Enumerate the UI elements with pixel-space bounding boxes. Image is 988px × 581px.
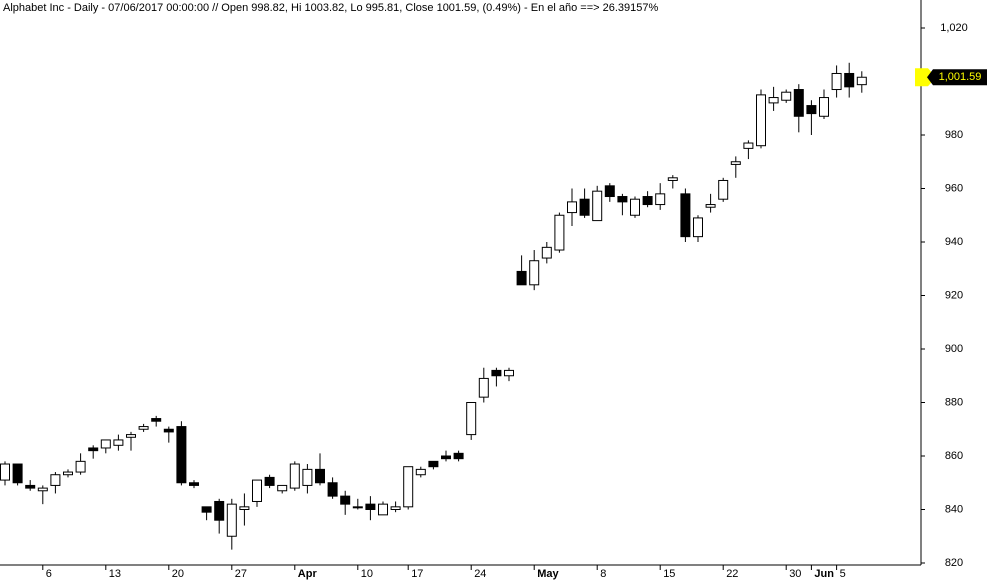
candle-body (176, 426, 187, 484)
candle-body (0, 463, 10, 481)
candle-body (819, 97, 829, 117)
candle-body (579, 198, 590, 216)
candle-body (163, 428, 174, 433)
x-tick-label: 15 (663, 568, 675, 580)
candle-body (793, 89, 804, 117)
candle-body (378, 503, 388, 516)
x-tick-label: 8 (600, 568, 606, 580)
candle-body (327, 482, 338, 497)
candle-body (680, 193, 691, 238)
candle-body (340, 495, 351, 505)
candle-body (441, 455, 451, 460)
candle-body (403, 466, 414, 508)
x-tick-label: 20 (172, 568, 184, 580)
candle-body (592, 190, 603, 222)
candle-body (239, 506, 250, 511)
x-tick-label: Apr (298, 568, 318, 580)
candle-body (756, 94, 766, 147)
candle-body (428, 460, 439, 468)
candle-body (189, 482, 199, 486)
y-tick-label: 860 (945, 450, 963, 462)
candle-body (466, 402, 477, 436)
last-price-box (927, 69, 987, 86)
candle-body (50, 474, 61, 486)
candle-body (730, 161, 741, 165)
candle-body (100, 439, 111, 449)
candle-body (252, 479, 262, 502)
x-tick-label: 10 (361, 568, 373, 580)
candle-body (630, 198, 640, 216)
y-tick-label: 980 (945, 129, 963, 141)
candle-body (352, 506, 363, 509)
candle-body (554, 214, 565, 251)
candle-body (37, 487, 48, 492)
candle-body (781, 91, 792, 101)
x-tick-label: 17 (411, 568, 423, 580)
x-tick-label: Jun (814, 568, 834, 580)
y-tick-label: 960 (945, 182, 963, 194)
last-price-label: 1,001.59 (939, 71, 982, 83)
y-tick-label: 920 (945, 289, 963, 301)
candle-body (844, 72, 855, 88)
candle-body (25, 484, 36, 489)
candle-body (415, 468, 426, 476)
candle-body (491, 369, 502, 377)
candle-body (277, 484, 288, 492)
x-tick-label: May (537, 568, 559, 580)
candle-body (567, 201, 577, 214)
y-tick-label: 940 (945, 236, 963, 248)
candle-body (768, 97, 779, 104)
candle-body (75, 460, 86, 473)
candle-body (289, 463, 300, 489)
candle-body (718, 179, 729, 200)
x-tick-label: 27 (235, 568, 247, 580)
candle-body (478, 377, 489, 398)
chart-title: Alphabet Inc - Daily - 07/06/2017 00:00:… (3, 2, 658, 14)
y-tick-label: 820 (945, 557, 963, 569)
candle-body (705, 204, 716, 208)
candle-body (617, 196, 628, 203)
y-tick-label: 900 (945, 343, 963, 355)
candle-body (743, 142, 754, 149)
candle-body (541, 246, 552, 259)
candle-body (126, 434, 136, 438)
candle-body (151, 418, 162, 422)
y-tick-label: 880 (945, 396, 963, 408)
candle-body (302, 468, 313, 486)
candle-body (693, 217, 703, 238)
candle-body (214, 500, 225, 521)
candle-body (655, 193, 666, 206)
candle-body (12, 463, 23, 484)
candle-body (138, 426, 149, 430)
candle-body (315, 468, 325, 484)
candle-body (365, 503, 376, 510)
x-tick-label: 13 (109, 568, 121, 580)
candle-body (604, 185, 615, 198)
candle-body (642, 196, 653, 206)
candle-body (201, 506, 212, 513)
candle-body (667, 177, 678, 181)
candle-body (63, 471, 73, 476)
x-tick-label: 6 (46, 568, 52, 580)
candle-body (453, 452, 464, 460)
candle-body (88, 447, 99, 452)
candle-body (226, 503, 237, 537)
candle-body (529, 260, 540, 286)
y-tick-label: 1,020 (940, 22, 968, 34)
x-tick-label: 5 (840, 568, 846, 580)
candle-body (856, 76, 867, 86)
candle-body (390, 506, 401, 511)
x-tick-label: 22 (726, 568, 738, 580)
candle-body (806, 105, 817, 115)
candle-body (516, 270, 527, 286)
candle-body (504, 369, 514, 377)
candle-body (113, 439, 124, 446)
x-tick-label: 30 (789, 568, 801, 580)
candle-body (264, 476, 275, 486)
x-tick-label: 24 (474, 568, 486, 580)
candle-body (831, 72, 842, 91)
y-tick-label: 840 (945, 503, 963, 515)
